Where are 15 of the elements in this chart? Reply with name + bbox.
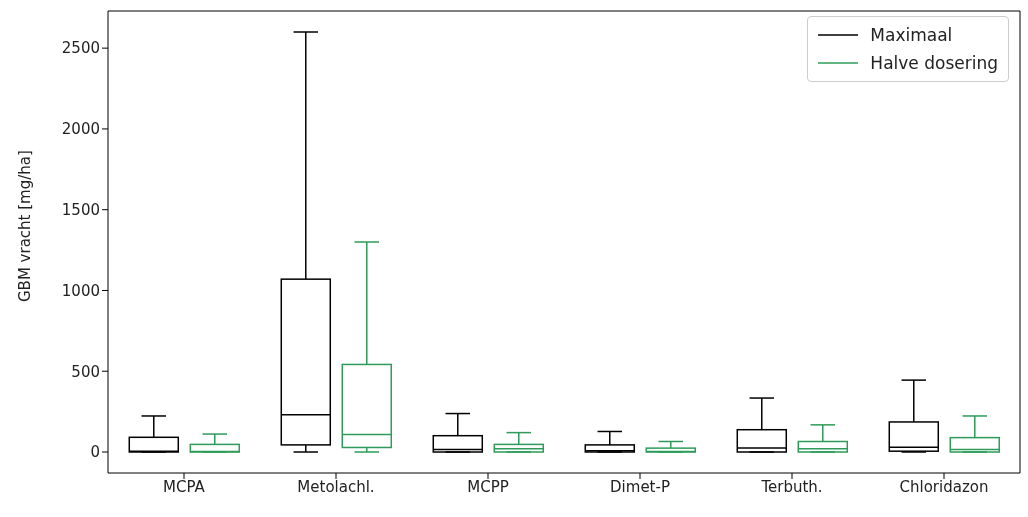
y-tick-label: 2000: [61, 120, 100, 139]
x-tick-label: Dimet-P: [610, 477, 670, 496]
x-tick-label: Chloridazon: [899, 477, 989, 496]
legend-label: Maximaal: [870, 24, 953, 47]
y-axis-title: GBM vracht [mg/ha]: [16, 150, 35, 302]
y-tick-label: 0: [90, 443, 100, 462]
y-tick-label: 1000: [61, 281, 100, 300]
legend-label: Halve dosering: [870, 52, 998, 75]
y-tick-label: 2500: [61, 39, 100, 58]
y-tick-label: 1500: [61, 201, 100, 220]
x-tick-label: Metolachl.: [297, 477, 375, 496]
x-tick-label: Terbuth.: [760, 477, 823, 496]
x-tick-label: MCPA: [163, 477, 206, 496]
y-tick-label: 500: [71, 362, 100, 381]
x-tick-label: MCPP: [467, 477, 509, 496]
